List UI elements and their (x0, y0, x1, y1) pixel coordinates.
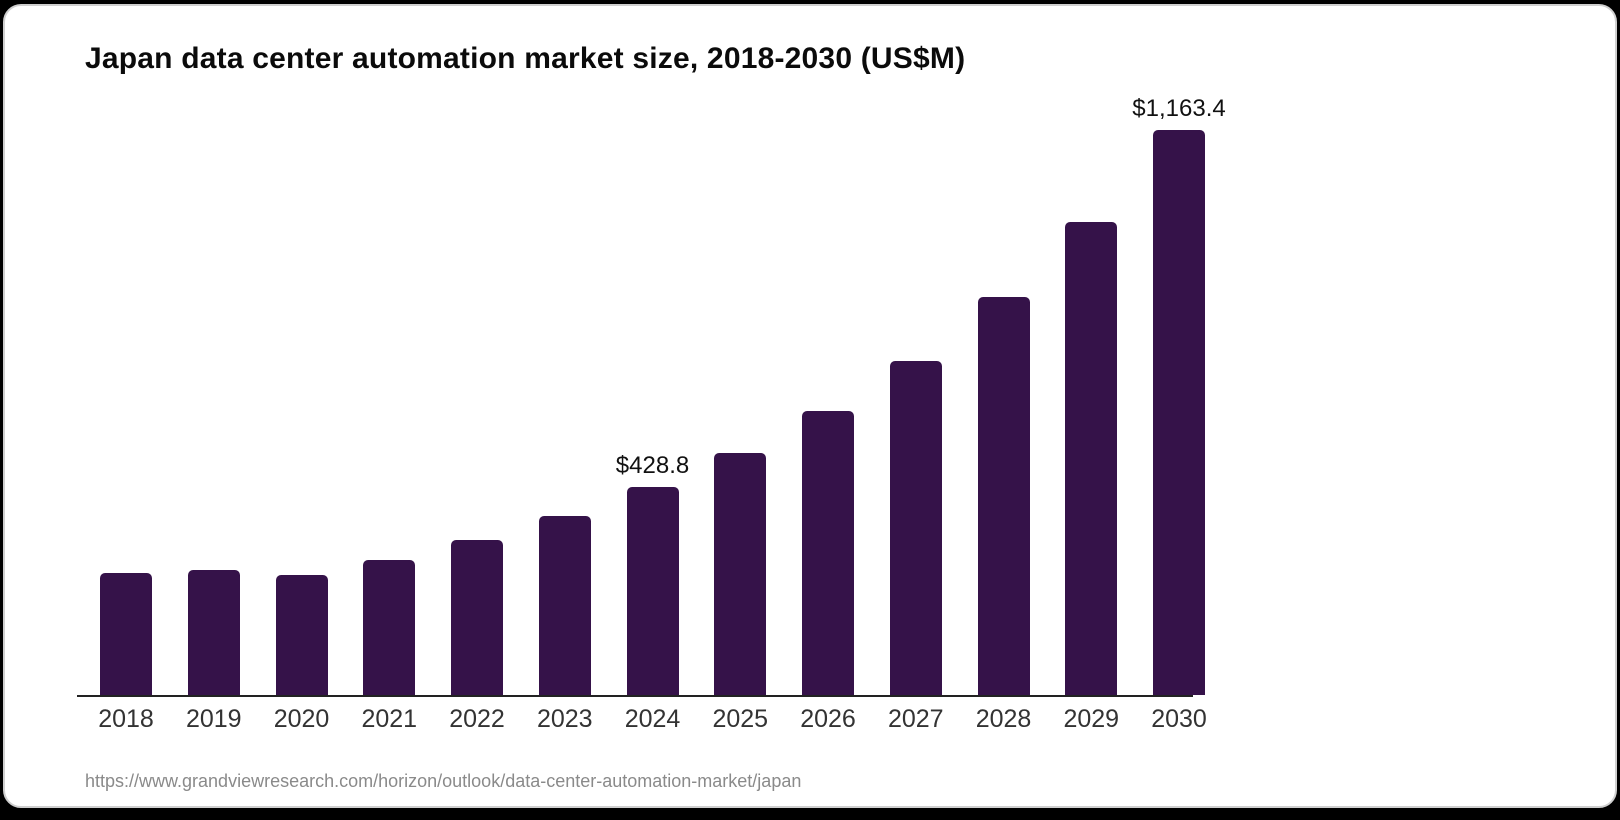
x-tick-2029: 2029 (1063, 705, 1120, 733)
x-tick-2018: 2018 (98, 705, 154, 733)
bar-column-2018 (100, 95, 152, 695)
bar-2024 (626, 487, 679, 695)
bar-chart: $428.8 $1,163.4 2018 2019 2020 2021 2022 2023 2… (77, 95, 1226, 734)
bar-column-2029 (1065, 95, 1118, 695)
bar-2030 (1153, 130, 1205, 695)
bar-2023 (538, 516, 591, 695)
x-tick-2022: 2022 (449, 705, 505, 733)
plot-area: $428.8 $1,163.4 (100, 95, 1226, 695)
x-tick-cell-2020: 2020 (273, 705, 330, 734)
bar-column-2025 (714, 95, 767, 695)
bar-2020 (275, 575, 328, 695)
x-tick-2025: 2025 (712, 705, 769, 733)
bar-column-2028 (977, 95, 1030, 695)
bar-column-2020 (275, 95, 328, 695)
x-tick-cell-2030: 2030 (1151, 705, 1207, 734)
x-axis-labels: 2018 2019 2020 2021 2022 2023 2024 2025 2026 2027… (98, 705, 1207, 734)
source-url: https://www.grandviewresearch.com/horizo… (85, 771, 802, 791)
bar-2026 (802, 411, 854, 695)
x-tick-2021: 2021 (361, 705, 418, 733)
x-tick-cell-2025: 2025 (712, 705, 769, 734)
x-tick-2026: 2026 (800, 705, 856, 733)
bar-column-2023 (538, 95, 591, 695)
x-tick-cell-2023: 2023 (536, 705, 593, 734)
x-tick-2027: 2027 (887, 705, 944, 733)
x-tick-cell-2026: 2026 (800, 705, 856, 734)
bar-2029 (1065, 222, 1118, 695)
x-tick-cell-2022: 2022 (449, 705, 505, 734)
bar-2025 (714, 453, 767, 695)
bar-column-2022 (451, 95, 503, 695)
bar-2021 (363, 560, 416, 695)
x-tick-2028: 2028 (975, 705, 1032, 733)
value-label-2030: $1,163.4 (1132, 95, 1226, 122)
bar-2027 (889, 361, 942, 695)
bar-2022 (451, 540, 503, 695)
bar-column-2026 (802, 95, 854, 695)
x-tick-cell-2018: 2018 (98, 705, 154, 734)
x-tick-2020: 2020 (273, 705, 330, 733)
x-tick-cell-2021: 2021 (361, 705, 418, 734)
bar-column-2021 (363, 95, 416, 695)
x-tick-2023: 2023 (536, 705, 593, 733)
x-tick-cell-2019: 2019 (185, 705, 242, 734)
x-tick-cell-2029: 2029 (1063, 705, 1120, 734)
bar-column-2019 (187, 95, 240, 695)
bar-column-2030: $1,163.4 (1132, 95, 1226, 695)
x-tick-2030: 2030 (1151, 705, 1207, 733)
bar-column-2027 (889, 95, 942, 695)
x-axis-line (77, 695, 1193, 697)
bar-column-2024: $428.8 (616, 95, 689, 695)
bar-2028 (977, 297, 1030, 695)
value-label-2024: $428.8 (615, 452, 690, 479)
x-tick-cell-2028: 2028 (975, 705, 1032, 734)
x-tick-cell-2027: 2027 (887, 705, 944, 734)
x-tick-cell-2024: 2024 (624, 705, 681, 734)
chart-card: Japan data center automation market size… (3, 4, 1617, 808)
chart-title: Japan data center automation market size… (85, 42, 966, 75)
x-tick-2019: 2019 (185, 705, 242, 733)
x-tick-2024: 2024 (624, 705, 681, 733)
bar-2018 (100, 573, 152, 695)
bar-2019 (187, 570, 240, 695)
